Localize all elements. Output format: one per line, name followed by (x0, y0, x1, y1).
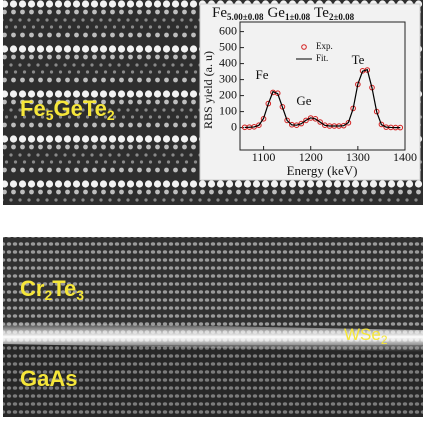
fit-line (244, 68, 401, 129)
x-tick-label: 1300 (346, 150, 370, 164)
cr2te3-label: Cr2Te3 (20, 276, 84, 303)
y-tick-label: 600 (219, 23, 237, 37)
x-axis-label: Energy (keV) (287, 163, 358, 178)
exp-point (345, 120, 352, 126)
legend-marker (301, 44, 307, 50)
legend-label: Fit. (316, 53, 328, 63)
exp-point (256, 122, 262, 128)
y-axis-label: RBS yield (a. u) (201, 51, 215, 129)
x-tick-label: 1400 (393, 150, 417, 164)
inset-chart: Fe5.00±0.08 Ge1±0.08 Te2±0.08 RBS yield (a… (199, 3, 421, 181)
x-tick-label: 1100 (252, 150, 276, 164)
exp-point (303, 117, 309, 124)
inset-title: Fe5.00±0.08 Ge1±0.08 Te2±0.08 (212, 5, 355, 22)
y-tick-label: 0 (231, 119, 237, 133)
exp-point (298, 120, 305, 127)
exp-point (317, 119, 323, 125)
bottom-image (3, 237, 423, 417)
legend-label: Exp. (316, 41, 333, 51)
exp-point (284, 117, 290, 124)
y-tick-label: 100 (219, 103, 237, 117)
exp-point (378, 121, 385, 128)
peak-label: Fe (256, 67, 269, 82)
x-tick-label: 1200 (299, 150, 323, 164)
plot-frame (239, 21, 406, 151)
wse2-label: WSe2 (344, 325, 388, 347)
y-tick-label: 400 (219, 55, 237, 69)
gaas-label: GaAs (20, 366, 77, 391)
peak-label: Ge (296, 93, 311, 108)
y-tick-label: 500 (219, 39, 237, 53)
y-tick-label: 200 (219, 87, 237, 101)
top-label: Fe5GeTe2 (20, 96, 115, 123)
y-tick-label: 300 (219, 71, 237, 85)
peak-label: Te (352, 52, 365, 67)
exp-point (279, 104, 286, 110)
exp-point (265, 100, 272, 107)
